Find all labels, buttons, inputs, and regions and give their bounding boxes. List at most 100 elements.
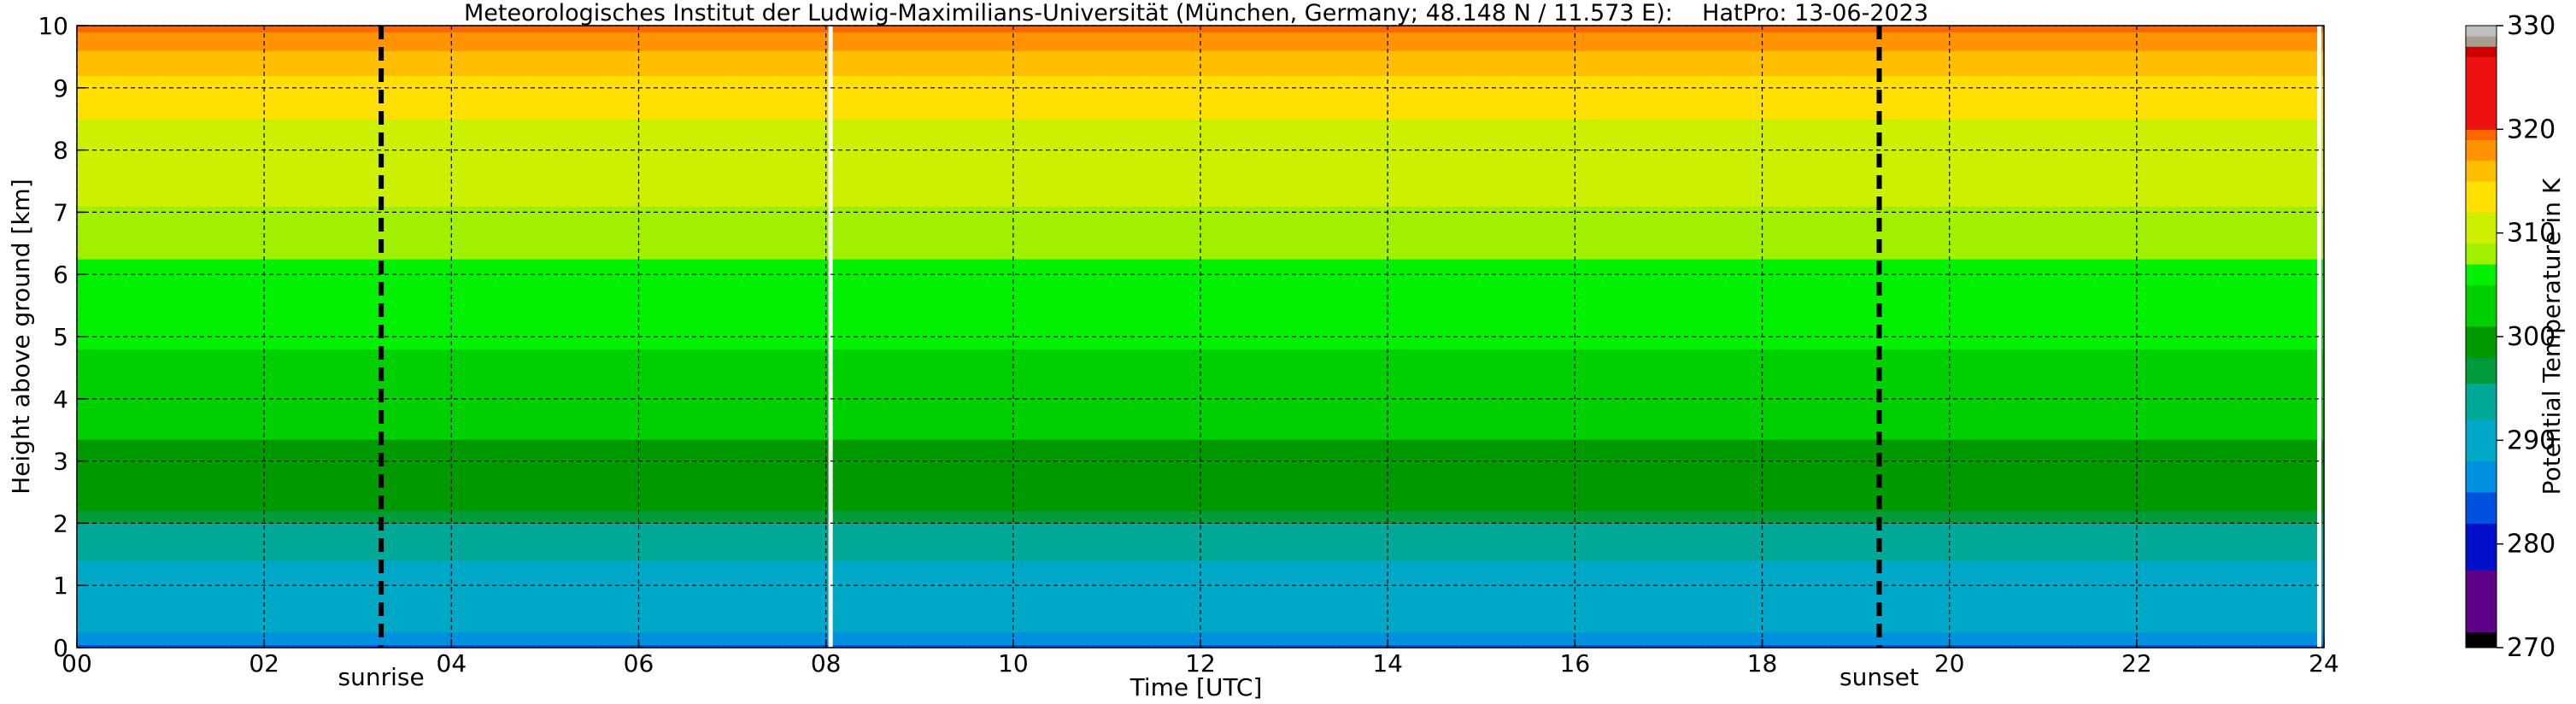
heatmap-band — [77, 267, 2324, 273]
colorbar-level — [2466, 570, 2497, 633]
heatmap-band — [77, 277, 2324, 282]
heatmap-band — [77, 420, 2324, 425]
heatmap-band — [77, 535, 2324, 540]
heatmap-band — [77, 523, 2324, 527]
colorbar-level — [2466, 46, 2497, 57]
heatmap-band — [77, 576, 2324, 580]
x-tick-label: 16 — [1560, 649, 1591, 678]
heatmap-band — [77, 184, 2324, 188]
colorbar-level — [2466, 357, 2497, 384]
y-tick-label: 1 — [53, 572, 68, 600]
heatmap-band — [77, 60, 2324, 64]
colorbar-tick-label: 310 — [2507, 219, 2555, 249]
x-tick-label: 24 — [2309, 649, 2339, 678]
heatmap-band — [77, 284, 2324, 288]
x-tick-label: 06 — [624, 649, 654, 678]
heatmap-band — [77, 190, 2324, 195]
heatmap-band — [77, 591, 2324, 595]
x-tick-label: 02 — [249, 649, 279, 678]
heatmap-band — [77, 314, 2324, 319]
y-ticks: 0 1 2 3 4 5 6 7 8 9 10 — [38, 12, 85, 662]
heatmap-band — [77, 28, 2324, 32]
colorbar-level — [2466, 212, 2497, 244]
heatmap-band — [77, 483, 2324, 487]
heatmap-band — [77, 414, 2324, 419]
heatmap-band — [77, 352, 2324, 356]
heatmap-band — [77, 91, 2324, 95]
heatmap-band — [77, 398, 2324, 403]
chart-title: Meteorologisches Institut der Ludwig-Max… — [464, 0, 1928, 26]
heatmap-band — [77, 622, 2324, 627]
heatmap-band — [77, 274, 2324, 279]
heatmap-band — [77, 330, 2324, 334]
heatmap-band — [77, 430, 2324, 434]
x-tick-label: 08 — [811, 649, 842, 678]
heatmap-band — [77, 246, 2324, 250]
heatmap-band — [77, 629, 2324, 633]
colorbar-tick-label: 290 — [2507, 425, 2555, 455]
x-tick-label: 22 — [2121, 649, 2152, 678]
heatmap-band — [77, 144, 2324, 148]
sun-lines — [378, 26, 1882, 648]
heatmap-band — [77, 206, 2324, 210]
colorbar-level — [2466, 419, 2497, 462]
colorbar-level — [2466, 129, 2497, 140]
heatmap-band — [77, 607, 2324, 611]
heatmap-band — [77, 361, 2324, 366]
x-ticks: 00 02 04 06 08 10 12 14 16 18 20 22 24 — [62, 639, 2339, 678]
colorbar-label: Potential Temperature in K — [2538, 178, 2566, 495]
heatmap-band — [77, 461, 2324, 465]
y-tick-label: 5 — [53, 323, 68, 351]
heatmap-band — [77, 231, 2324, 235]
heatmap-band — [77, 566, 2324, 571]
colorbar-tick-label: 280 — [2507, 530, 2555, 560]
heatmap-band — [77, 261, 2324, 266]
y-tick-label: 7 — [53, 198, 68, 226]
x-tick-label: 04 — [437, 649, 467, 678]
heatmap-band — [77, 100, 2324, 104]
colorbar-ticks: 270 280 290 300 310 320 330 — [2497, 11, 2555, 663]
heatmap-band — [77, 106, 2324, 110]
heatmap-band — [77, 451, 2324, 455]
heatmap-band — [77, 237, 2324, 241]
colorbar-levels — [2466, 26, 2497, 648]
colorbar-level — [2466, 160, 2497, 182]
colorbar-level — [2466, 264, 2497, 285]
colorbar-level — [2466, 523, 2497, 571]
colorbar-level — [2466, 36, 2497, 47]
colorbar-tick-label: 270 — [2507, 633, 2555, 663]
x-tick-label: 14 — [1372, 649, 1403, 678]
heatmap-band — [77, 513, 2324, 518]
y-tick-label: 8 — [53, 137, 68, 165]
colorbar-level — [2466, 383, 2497, 420]
heatmap-band — [77, 320, 2324, 326]
heatmap-band — [77, 367, 2324, 372]
colorbar-level — [2466, 285, 2497, 327]
heatmap-band — [77, 199, 2324, 204]
heatmap-band — [77, 75, 2324, 79]
heatmap-band — [77, 405, 2324, 409]
colorbar-tick-label: 320 — [2507, 114, 2555, 144]
colorbar-level — [2466, 139, 2497, 161]
colorbar-level — [2466, 181, 2497, 213]
colorbar-level — [2466, 56, 2497, 130]
heatmap-band — [77, 445, 2324, 449]
heatmap-band — [77, 131, 2324, 135]
sunrise-label: sunrise — [338, 663, 425, 691]
sunset-label: sunset — [1840, 663, 1919, 691]
x-tick-label: 18 — [1747, 649, 1778, 678]
heatmap-band — [77, 544, 2324, 549]
heatmap-band — [77, 383, 2324, 387]
colorbar-level — [2466, 461, 2497, 493]
heatmap-band — [77, 159, 2324, 163]
heatmap-band — [77, 529, 2324, 533]
colorbar-level — [2466, 243, 2497, 265]
colorbar: 270 280 290 300 310 320 330 Potential Temperat… — [2465, 11, 2566, 663]
x-tick-label: 20 — [1934, 649, 1965, 678]
heatmap-band — [77, 613, 2324, 618]
heatmap-band — [77, 345, 2324, 350]
heatmap-band — [77, 115, 2324, 120]
colorbar-level — [2466, 492, 2497, 524]
heatmap-band — [77, 538, 2324, 543]
colorbar-level — [2466, 326, 2497, 358]
